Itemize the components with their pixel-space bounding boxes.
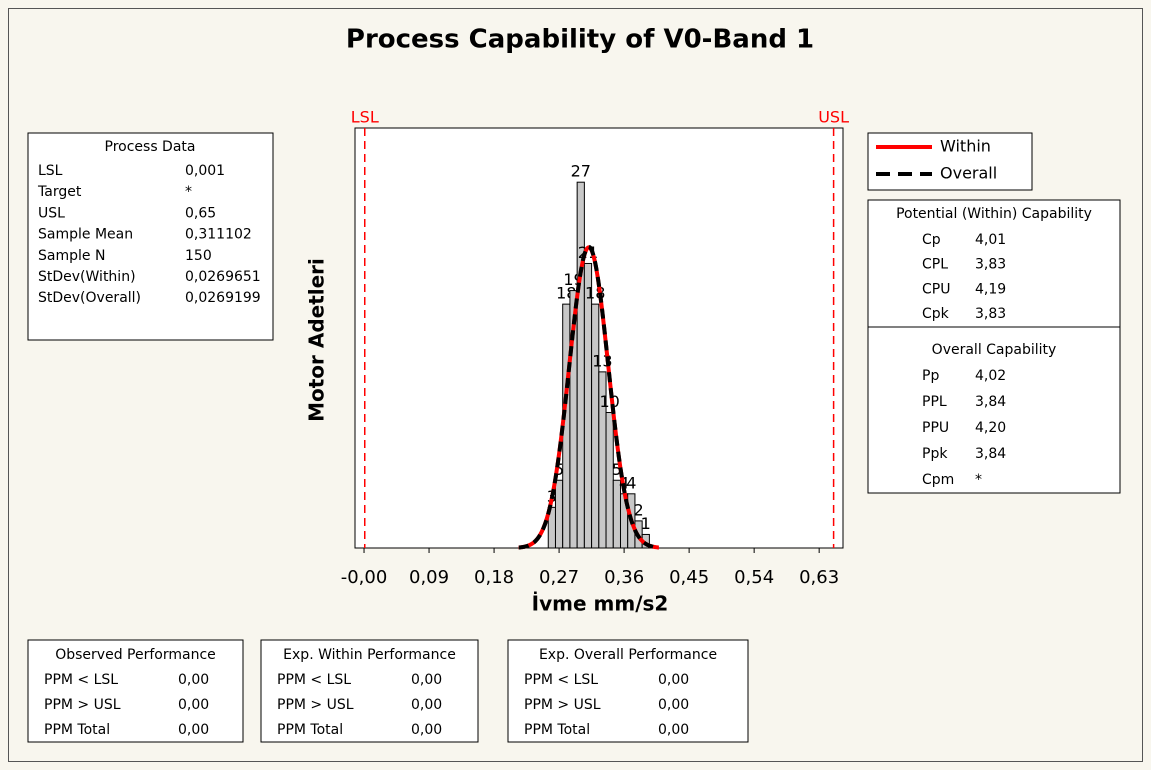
row-label: USL: [38, 205, 65, 221]
row-value: 0,311102: [185, 227, 252, 243]
bar-label: 5: [554, 460, 564, 479]
row-label: PPM > USL: [277, 697, 354, 713]
table-title: Exp. Overall Performance: [539, 647, 717, 663]
row-value: 0,00: [411, 697, 442, 713]
row-value: 4,19: [975, 281, 1006, 297]
row-label: PPM Total: [277, 722, 343, 738]
row-label: PPM > USL: [44, 697, 121, 713]
row-value: 3,83: [975, 257, 1006, 273]
row-label: PPU: [922, 420, 949, 436]
row-value: 0,00: [178, 672, 209, 688]
row-label: PPM < LSL: [524, 672, 598, 688]
row-value: *: [975, 472, 982, 488]
row-label: PPM > USL: [524, 697, 601, 713]
row-value: 4,20: [975, 420, 1006, 436]
table-title: Exp. Within Performance: [283, 647, 456, 663]
row-value: 150: [185, 248, 212, 264]
row-label: Cpm: [922, 472, 954, 488]
legend-label: Overall: [940, 164, 997, 183]
row-value: 4,02: [975, 368, 1006, 384]
row-value: 3,84: [975, 394, 1006, 410]
row-label: Sample Mean: [38, 227, 133, 243]
spec-label: USL: [818, 108, 849, 127]
row-value: 0,65: [185, 205, 216, 221]
row-value: 0,00: [178, 697, 209, 713]
x-tick-label: 0,18: [474, 567, 514, 588]
bar: [605, 412, 614, 549]
row-label: Target: [37, 184, 82, 200]
bar-label: 5: [612, 460, 622, 479]
x-tick-label: 0,36: [604, 567, 644, 588]
row-value: 0,00: [178, 722, 209, 738]
row-label: PPM < LSL: [44, 672, 118, 688]
bar: [576, 181, 585, 549]
table-title: Observed Performance: [55, 647, 216, 663]
row-label: PPM < LSL: [277, 672, 351, 688]
row-label: LSL: [38, 163, 63, 179]
performance-box: [507, 639, 749, 743]
row-label: Ppk: [922, 446, 948, 462]
row-label: PPM Total: [524, 722, 590, 738]
bar-label: 2: [633, 500, 643, 519]
table-title: Process Data: [105, 139, 196, 155]
row-label: Sample N: [38, 248, 105, 264]
x-tick-label: 0,54: [734, 567, 774, 588]
x-tick-label: -0,00: [341, 567, 388, 588]
row-label: StDev(Within): [38, 269, 136, 285]
performance-box: [27, 639, 244, 743]
row-value: *: [185, 184, 192, 200]
fit-curve: [518, 244, 659, 550]
capability-box: [867, 199, 1121, 494]
x-axis-label: İvme mm/s2: [532, 592, 669, 616]
row-label: PPM Total: [44, 722, 110, 738]
row-value: 4,01: [975, 232, 1006, 248]
table-title: Potential (Within) Capability: [896, 206, 1092, 222]
legend: [867, 132, 1033, 191]
process-data-box: [27, 132, 274, 341]
bar-label: 1: [641, 514, 651, 533]
row-value: 0,00: [658, 722, 689, 738]
row-label: Pp: [922, 368, 939, 384]
performance-box: [260, 639, 479, 743]
row-value: 0,0269199: [185, 290, 261, 306]
legend-label: Within: [940, 137, 991, 156]
y-axis-label: Motor Adetleri: [305, 258, 329, 422]
x-tick-label: 0,09: [409, 567, 449, 588]
row-value: 0,00: [411, 722, 442, 738]
row-label: StDev(Overall): [38, 290, 141, 306]
bar-label: 10: [599, 392, 619, 411]
bar: [591, 303, 600, 549]
row-label: CPL: [922, 257, 948, 273]
x-tick-label: 0,63: [799, 567, 839, 588]
chart-title: Process Capability of V0-Band 1: [346, 25, 814, 55]
row-value: 0,0269651: [185, 269, 261, 285]
row-value: 0,00: [411, 672, 442, 688]
x-tick-label: 0,45: [669, 567, 709, 588]
row-label: PPL: [922, 394, 947, 410]
x-tick-label: 0,27: [539, 567, 579, 588]
bar: [554, 479, 564, 549]
row-value: 0,001: [185, 163, 225, 179]
spec-label: LSL: [351, 108, 379, 127]
bar-label: 27: [571, 162, 591, 181]
row-label: Cpk: [922, 306, 950, 322]
row-label: CPU: [922, 281, 950, 297]
row-value: 3,83: [975, 306, 1006, 322]
row-value: 0,00: [658, 672, 689, 688]
table-title: Overall Capability: [932, 342, 1057, 358]
bar-label: 4: [626, 473, 636, 492]
row-value: 3,84: [975, 446, 1006, 462]
bar: [583, 262, 593, 549]
row-value: 0,00: [658, 697, 689, 713]
row-label: Cp: [922, 232, 941, 248]
